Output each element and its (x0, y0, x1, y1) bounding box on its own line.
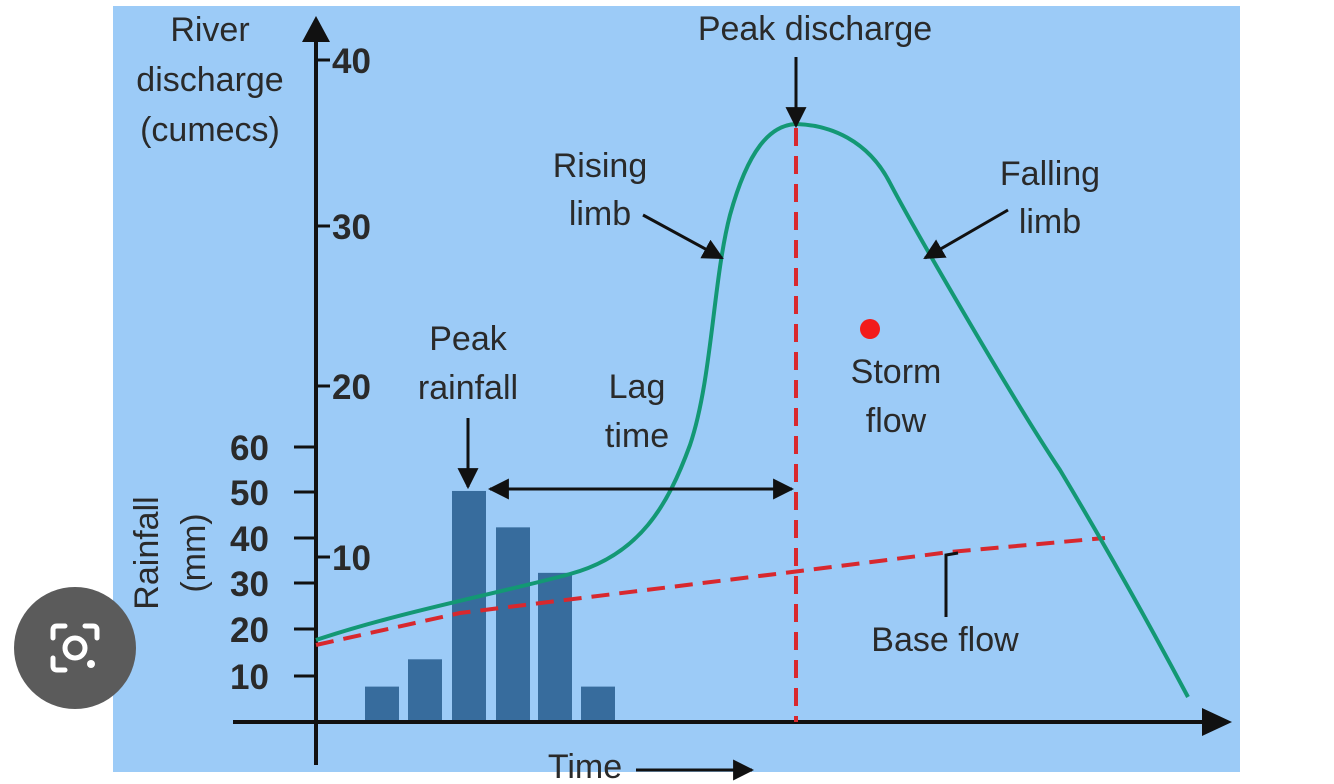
falling-limb-arrow (923, 208, 1009, 260)
rainfall-ticks (294, 445, 316, 678)
rainfall-axis-title-line1: Rainfall (128, 496, 166, 609)
falling-limb-label-line2: limb (1019, 203, 1081, 241)
lag-time-label-line1: Lag (609, 368, 666, 406)
rainfall-tick-50: 50 (230, 474, 269, 513)
rainfall-bar (579, 684, 617, 723)
rainfall-bar (406, 657, 444, 723)
discharge-axis-title-line1: River (170, 11, 249, 49)
discharge-tick-30: 30 (332, 208, 371, 247)
discharge-ticks (316, 58, 330, 559)
rainfall-tick-10: 10 (230, 658, 269, 697)
discharge-axis-title-line2: discharge (136, 61, 283, 99)
rainfall-bars (363, 488, 617, 724)
time-axis-label: Time (548, 748, 622, 784)
peak-rainfall-label-line1: Peak (429, 320, 507, 358)
rainfall-bar (450, 488, 488, 724)
rainfall-bar (494, 525, 532, 723)
discharge-tick-40: 40 (332, 42, 371, 81)
rainfall-tick-60: 60 (230, 429, 269, 468)
rising-limb-label-line2: limb (569, 195, 631, 233)
peak-rainfall-label-line2: rainfall (418, 369, 518, 407)
rainfall-tick-30: 30 (230, 565, 269, 604)
diagram-background (113, 6, 1240, 772)
rainfall-axis-title-line2: (mm) (175, 513, 213, 592)
base-flow-pointer (944, 551, 959, 617)
base-flow-label: Base flow (871, 621, 1019, 659)
rising-limb-label-line1: Rising (553, 147, 647, 185)
google-lens-button[interactable] (14, 587, 136, 709)
discharge-tick-20: 20 (332, 368, 371, 407)
lag-time-label-line2: time (605, 417, 669, 455)
y-axis-arrowhead (302, 16, 330, 42)
marker-dot (860, 319, 880, 339)
rainfall-tick-40: 40 (230, 520, 269, 559)
rainfall-tick-20: 20 (230, 611, 269, 650)
hydrograph-curve (315, 121, 1190, 698)
rainfall-bar (536, 570, 574, 723)
rainfall-bar (363, 684, 401, 723)
discharge-axis-title-line3: (cumecs) (140, 111, 280, 149)
storm-flow-label-line2: flow (866, 402, 927, 440)
x-axis-arrowhead (1202, 708, 1232, 736)
base-flow-line (315, 536, 1106, 647)
rising-limb-arrow (642, 213, 724, 260)
storm-flow-label-line1: Storm (851, 353, 942, 391)
discharge-tick-10: 10 (332, 539, 371, 578)
peak-discharge-label: Peak discharge (698, 10, 932, 48)
google-lens-icon (50, 623, 100, 673)
falling-limb-label-line1: Falling (1000, 155, 1100, 193)
